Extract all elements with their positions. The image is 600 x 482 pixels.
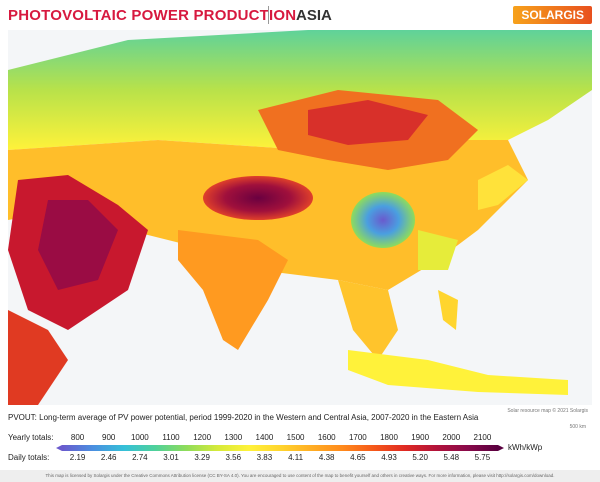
- daily-value: 4.65: [350, 453, 366, 462]
- daily-value: 3.29: [194, 453, 210, 462]
- daily-value: 4.93: [381, 453, 397, 462]
- land-philippines: [438, 290, 458, 330]
- yearly-value: 1800: [380, 433, 398, 442]
- daily-value: 5.75: [475, 453, 491, 462]
- yearly-value: 2000: [442, 433, 460, 442]
- daily-value: 2.46: [101, 453, 117, 462]
- daily-value: 3.83: [257, 453, 273, 462]
- yearly-value: 1900: [411, 433, 429, 442]
- yearly-value: 1500: [287, 433, 305, 442]
- legend: Yearly totals: Daily totals: kWh/kWp 800…: [8, 433, 543, 462]
- land-indonesia: [348, 350, 568, 395]
- yearly-value: 1100: [162, 433, 180, 442]
- title: PHOTOVOLTAIC POWER PRODUCTION: [8, 7, 297, 24]
- daily-value: 5.20: [412, 453, 428, 462]
- land-south-china: [418, 230, 458, 270]
- daily-value: 2.19: [70, 453, 86, 462]
- yearly-value: 1600: [318, 433, 336, 442]
- separator: [268, 6, 269, 24]
- yearly-value: 1700: [349, 433, 367, 442]
- daily-value: 5.48: [443, 453, 459, 462]
- daily-value: 3.56: [225, 453, 241, 462]
- color-bar-end: [498, 445, 504, 451]
- land-arabia-core: [38, 200, 118, 290]
- color-bar: [62, 445, 498, 451]
- map-scale: 500 km: [569, 424, 586, 430]
- land-india: [178, 230, 288, 350]
- land-africa: [8, 310, 68, 405]
- daily-value: 4.38: [319, 453, 335, 462]
- yearly-value: 1000: [131, 433, 149, 442]
- land-gobi: [308, 100, 428, 145]
- daily-label: Daily totals:: [8, 453, 49, 462]
- color-bar-start: [56, 445, 62, 451]
- yearly-value: 900: [102, 433, 116, 442]
- yearly-value: 800: [71, 433, 85, 442]
- land-japan: [478, 165, 528, 210]
- yearly-value: 1300: [224, 433, 242, 442]
- footer: This map is licensed by Solargis under t…: [0, 470, 600, 482]
- map: [8, 30, 592, 405]
- region: ASIA: [296, 7, 332, 24]
- land-sichuan: [351, 192, 415, 248]
- yearly-label: Yearly totals:: [8, 433, 54, 442]
- yearly-value: 1200: [193, 433, 211, 442]
- map-credit: Solar resource map © 2021 Solargis: [507, 408, 588, 414]
- yearly-value: 1400: [256, 433, 274, 442]
- logo[interactable]: SOLARGIS: [513, 6, 592, 24]
- daily-value: 2.74: [132, 453, 148, 462]
- daily-value: 3.01: [163, 453, 179, 462]
- header: PHOTOVOLTAIC POWER PRODUCTION ASIA SOLAR…: [0, 0, 600, 30]
- description: PVOUT: Long-term average of PV power pot…: [8, 413, 479, 422]
- unit: kWh/kWp: [508, 443, 543, 452]
- daily-value: 4.11: [288, 453, 304, 462]
- land-tibet: [203, 176, 313, 220]
- land-indochina: [338, 280, 398, 360]
- yearly-value: 2100: [474, 433, 492, 442]
